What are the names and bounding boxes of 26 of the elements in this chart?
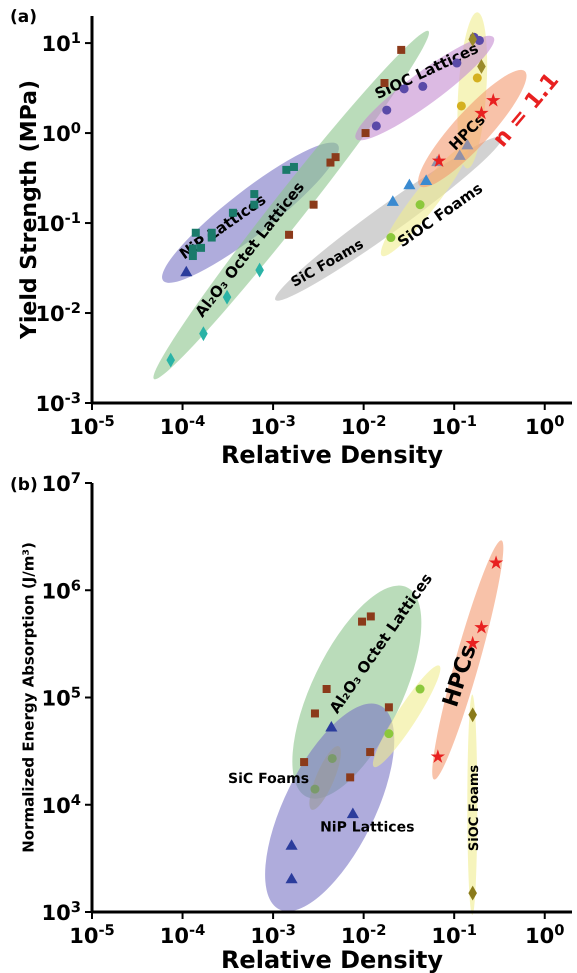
x-tick-label: 10$^{0}$: [525, 412, 564, 439]
x-tick-label: 10$^{-2}$: [340, 922, 386, 948]
x-tick-label: 10$^{-4}$: [160, 922, 206, 948]
annotation: n = 1.1: [488, 68, 564, 152]
chart-title: (a): [10, 7, 38, 27]
annotation: SiOC Foams: [466, 764, 482, 852]
y-tick-label: 10$^{5}$: [42, 684, 81, 710]
x-axis-title: Relative Density: [220, 441, 444, 469]
x-axis-title: Relative Density: [220, 946, 444, 973]
x-tick-label: 10$^{-3}$: [250, 412, 296, 439]
x-tick-label: 10$^{-1}$: [431, 412, 477, 439]
annotation: NiP Lattices: [320, 819, 414, 836]
x-tick-label: 10$^{-3}$: [250, 922, 296, 948]
y-tick-label: 10$^{1}$: [42, 30, 81, 56]
annotation: SiC Foams: [228, 770, 310, 787]
annotation: HPCs: [438, 642, 482, 710]
y-tick-label: 10$^{7}$: [42, 470, 81, 496]
x-tick-label: 10$^{-4}$: [160, 412, 206, 439]
y-tick-label: 10$^{4}$: [42, 791, 81, 818]
y-tick-label: 10$^{0}$: [42, 120, 81, 146]
y-tick-label: 10$^{6}$: [42, 576, 81, 604]
chart-title: (b): [10, 475, 38, 495]
y-axis-title: Normalized Energy Absorption (J/m³): [19, 542, 38, 853]
x-tick-label: 10$^{-1}$: [431, 922, 477, 948]
x-tick-label: 10$^{-2}$: [340, 412, 386, 439]
x-tick-label: 10$^{0}$: [525, 922, 564, 948]
